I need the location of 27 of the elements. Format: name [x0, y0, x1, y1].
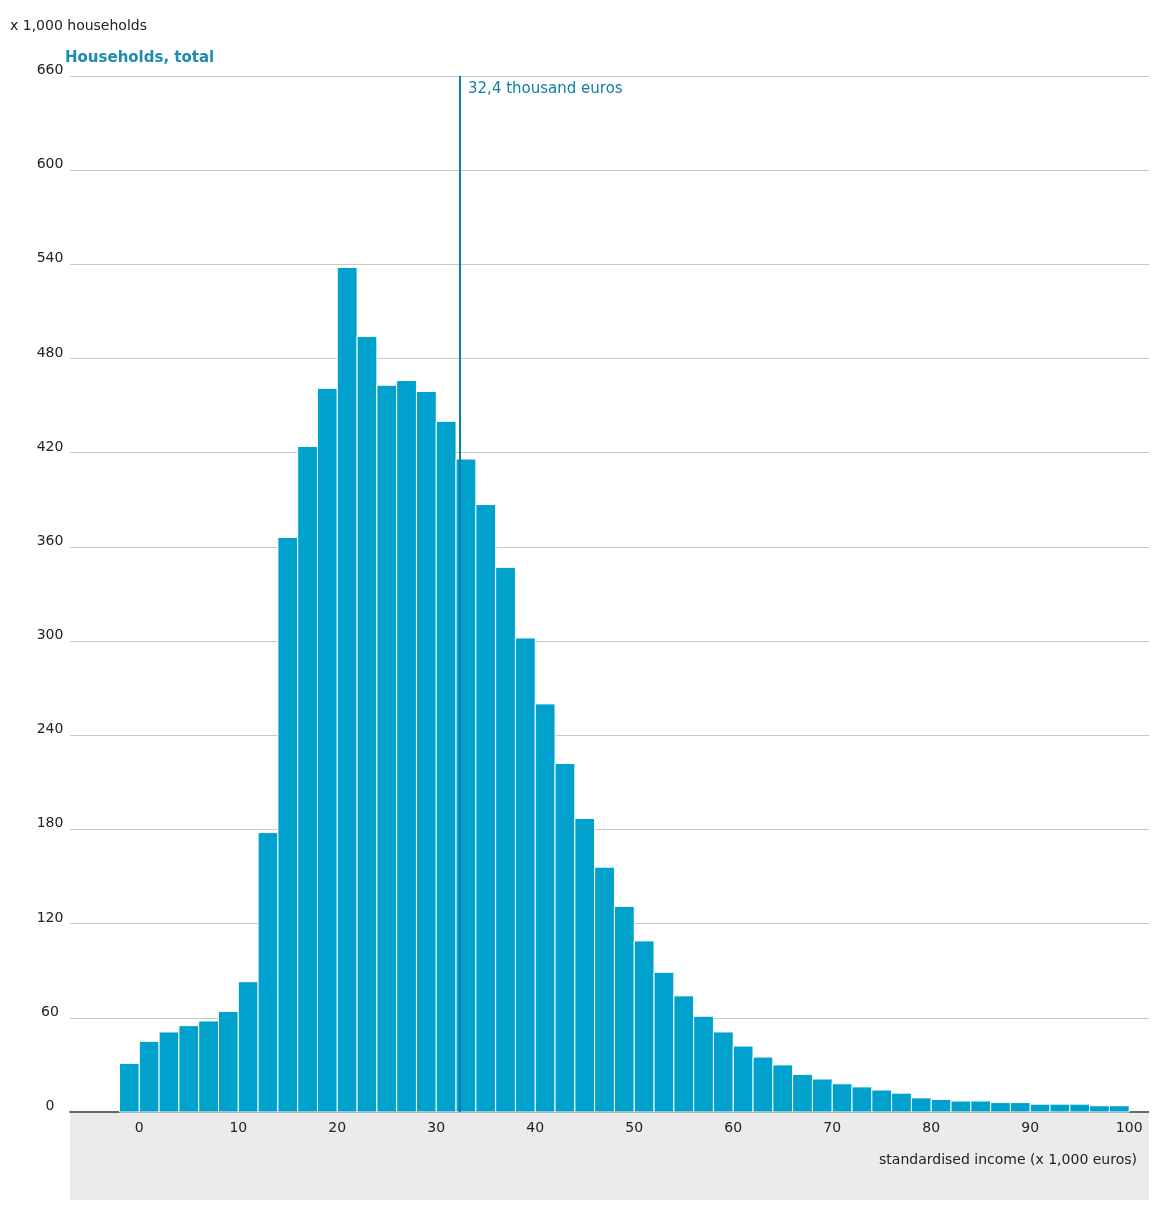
y-tick-label: 180	[36, 814, 64, 831]
x-tick-label: 100	[1115, 1119, 1143, 1135]
x-tick-label: 0	[134, 1119, 144, 1135]
x-tick-label: 50	[625, 1119, 644, 1135]
x-tick-label: 60	[724, 1119, 743, 1135]
y-tick-label: 420	[36, 437, 64, 454]
x-tick-label: 70	[823, 1119, 842, 1135]
y-tick-label: 360	[36, 531, 64, 548]
y-tick-label: 240	[36, 720, 64, 737]
x-tick-label: 20	[328, 1119, 347, 1135]
x-axis-title: standardised income (x 1,000 euros)	[879, 1151, 1138, 1167]
y-tick-label: 300	[36, 626, 64, 643]
x-tick-label: 90	[1021, 1119, 1040, 1135]
y-tick-label: 660	[36, 61, 64, 77]
y-tick-label: 0	[45, 1097, 55, 1113]
y-tick-label: 600	[36, 155, 64, 172]
y-tick-label: 480	[36, 343, 64, 360]
x-tick-label: 30	[427, 1119, 446, 1135]
y-tick-label: 60	[41, 1002, 59, 1019]
y-tick-label: 120	[36, 908, 64, 925]
x-tick-label: 10	[229, 1119, 248, 1135]
x-tick-label: 40	[526, 1119, 545, 1135]
y-axis-title: x 1,000 households	[10, 17, 147, 33]
x-tick-label: 80	[922, 1119, 941, 1135]
ref-line-label: 32,4 thousand euros	[468, 78, 623, 97]
y-tick-label: 540	[36, 249, 64, 266]
chart-title: Households, total	[65, 47, 215, 66]
